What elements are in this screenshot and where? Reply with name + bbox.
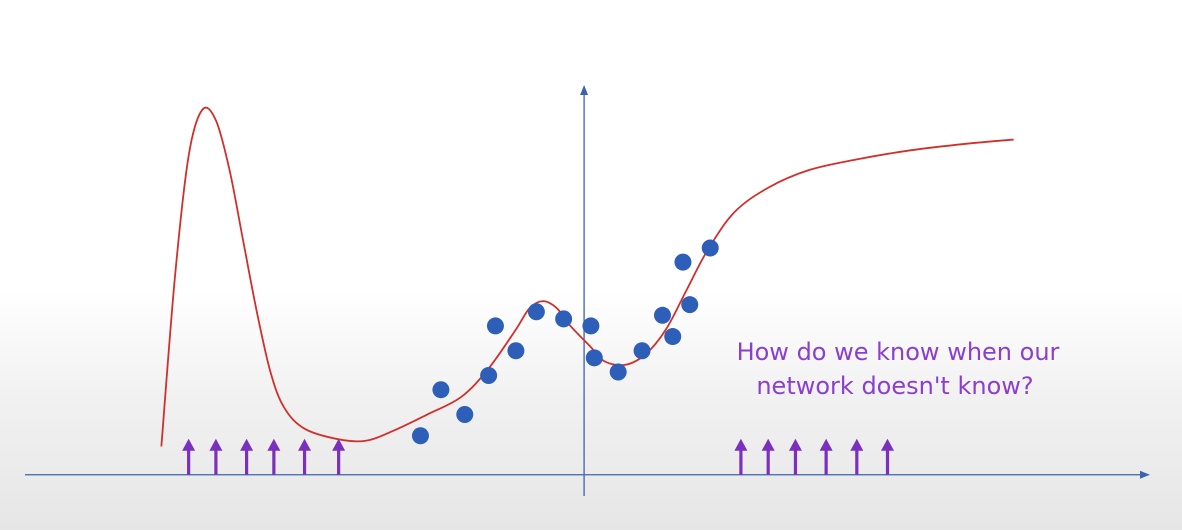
up-arrow-marker xyxy=(240,438,254,475)
data-point xyxy=(555,310,573,328)
data-point xyxy=(633,342,651,360)
data-point xyxy=(486,317,504,335)
up-arrow-marker xyxy=(267,438,281,475)
data-point xyxy=(432,381,450,399)
data-point xyxy=(480,367,498,385)
up-arrow-marker xyxy=(332,438,346,475)
up-arrow-marker xyxy=(209,438,223,475)
up-arrow-marker xyxy=(881,438,894,475)
up-arrow-marker xyxy=(788,438,802,475)
data-point xyxy=(585,349,603,367)
fit-curve-line xyxy=(160,106,1014,447)
data-point xyxy=(456,406,474,424)
x-axis-arrowhead xyxy=(1140,470,1150,479)
axes xyxy=(25,85,1150,496)
data-point xyxy=(664,328,682,346)
up-arrow-marker xyxy=(850,438,864,475)
data-point xyxy=(411,427,429,445)
up-arrow-marker xyxy=(761,438,775,475)
up-arrow-marker xyxy=(298,438,312,475)
data-point xyxy=(701,239,719,257)
data-point xyxy=(654,306,671,324)
data-point xyxy=(681,296,699,314)
y-axis-arrowhead xyxy=(580,85,589,95)
data-point xyxy=(507,342,525,360)
caption-line-2: network doesn't know? xyxy=(756,372,1033,400)
data-point xyxy=(674,253,692,271)
fitted-curve xyxy=(160,106,1014,447)
up-arrow-marker xyxy=(819,438,833,475)
data-point xyxy=(527,303,545,321)
up-arrow-marker xyxy=(182,438,196,475)
caption-line-1: How do we know when our xyxy=(737,338,1060,366)
up-arrow-marker xyxy=(734,438,748,475)
data-point xyxy=(609,363,627,381)
arrow-markers xyxy=(182,438,894,475)
data-points xyxy=(411,239,719,445)
data-point xyxy=(582,317,600,335)
